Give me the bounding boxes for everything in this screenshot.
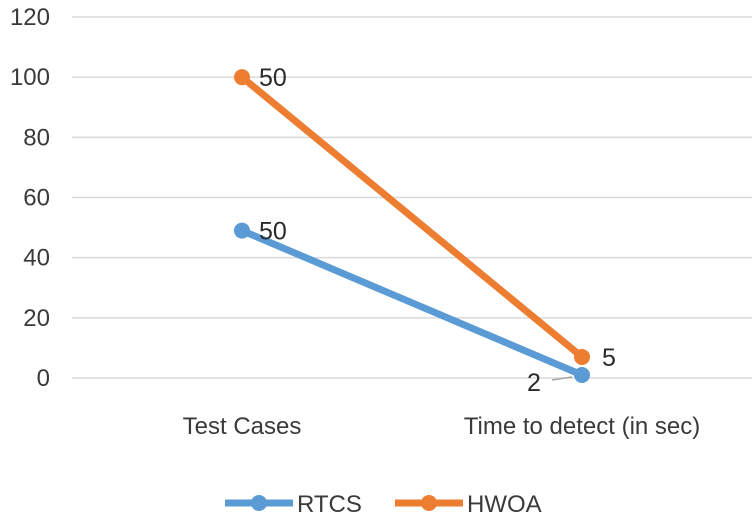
gridlines <box>72 16 752 379</box>
legend-item-rtcs: RTCS <box>225 491 362 518</box>
data-point <box>574 348 590 365</box>
y-tick-label: 20 <box>23 305 50 332</box>
legend: RTCS HWOA <box>225 491 542 518</box>
legend-marker <box>251 495 267 511</box>
x-axis-categories: Test Cases Time to detect (in sec) <box>183 413 701 440</box>
data-point <box>234 69 250 86</box>
series-group <box>234 69 590 383</box>
series-hwoa <box>234 69 590 365</box>
x-category-label: Test Cases <box>183 413 302 440</box>
y-tick-label: 100 <box>10 64 50 91</box>
data-label: 50 <box>259 218 287 246</box>
data-label: 50 <box>259 64 287 92</box>
y-tick-label: 40 <box>23 245 50 272</box>
y-axis-ticks: 0 20 40 60 80 100 120 <box>10 4 50 392</box>
legend-label: HWOA <box>467 491 542 518</box>
y-tick-label: 0 <box>37 365 50 392</box>
data-label: 5 <box>602 344 616 372</box>
data-label: 2 <box>527 369 541 397</box>
y-tick-label: 120 <box>10 4 50 31</box>
series-rtcs <box>234 222 590 383</box>
legend-item-hwoa: HWOA <box>395 491 542 518</box>
series-line <box>238 227 586 379</box>
series-line <box>238 73 586 361</box>
x-category-label: Time to detect (in sec) <box>464 413 701 440</box>
data-labels: 50 2 50 5 <box>259 64 616 397</box>
data-point <box>574 366 590 383</box>
data-point <box>234 222 250 239</box>
legend-label: RTCS <box>297 491 362 518</box>
y-tick-label: 60 <box>23 185 50 212</box>
y-tick-label: 80 <box>23 124 50 151</box>
legend-marker <box>421 495 437 511</box>
leader-line <box>551 376 573 381</box>
